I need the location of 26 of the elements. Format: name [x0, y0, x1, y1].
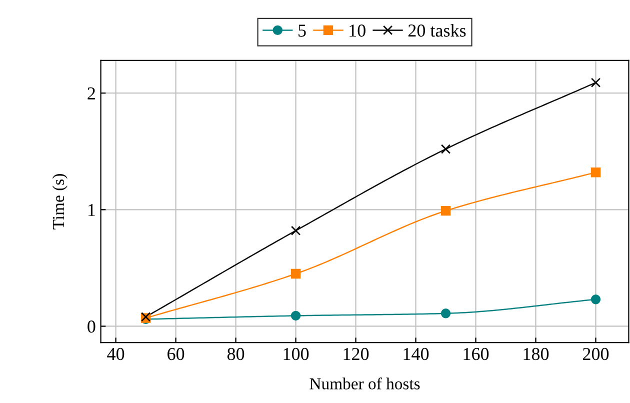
point	[590, 294, 601, 304]
point	[290, 310, 301, 321]
y-tick-label: 0	[88, 320, 96, 333]
point	[290, 268, 301, 279]
x-tick-label: 60	[168, 348, 184, 360]
legend-label: 20 tasks	[408, 24, 466, 37]
x-tick-label: 180	[524, 348, 549, 360]
x-tick-label: 80	[227, 348, 244, 360]
point	[590, 78, 601, 88]
point	[590, 167, 601, 178]
x-axis-title: Number of hosts	[310, 378, 420, 390]
point	[440, 144, 451, 154]
x-tick-label: 120	[344, 348, 369, 360]
x-tick-label: 160	[464, 348, 489, 360]
x-tick-label: 140	[404, 348, 429, 360]
x-tick-label: 100	[284, 348, 309, 360]
y-tick-label: 1	[88, 204, 95, 216]
point	[440, 206, 451, 216]
legend-label: 10	[350, 24, 366, 37]
y-tick-label: 2	[88, 87, 95, 100]
legend-label: 5	[298, 24, 306, 37]
x-tick-label: 40	[107, 348, 124, 360]
x-tick-label: 200	[582, 348, 609, 360]
point	[440, 308, 451, 318]
y-axis-title: Time (s)	[52, 174, 68, 230]
point	[290, 226, 301, 236]
